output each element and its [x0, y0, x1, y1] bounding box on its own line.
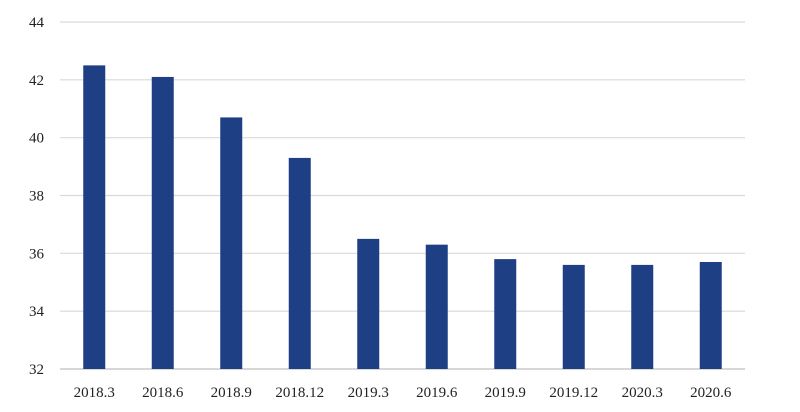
x-tick-label: 2019.12 — [549, 385, 598, 401]
bar — [83, 65, 106, 369]
grid-layer — [60, 21, 745, 370]
x-tick-label: 2020.3 — [622, 385, 663, 401]
x-tick-label: 2018.3 — [74, 385, 115, 401]
x-tick-label: 2018.12 — [275, 385, 324, 401]
y-tick-label: 38 — [29, 189, 44, 205]
bar — [357, 238, 380, 369]
x-tick-label: 2018.6 — [142, 385, 184, 401]
y-tick-label: 34 — [29, 304, 45, 320]
x-tick-label: 2019.3 — [348, 385, 389, 401]
x-tick-label: 2020.6 — [690, 385, 732, 401]
bar — [220, 117, 243, 369]
y-tick-label: 42 — [29, 73, 44, 89]
x-tick-label: 2018.9 — [211, 385, 252, 401]
y-tick-label: 36 — [29, 246, 45, 262]
bar — [288, 157, 311, 369]
x-axis-ticks: 2018.3 2018.6 2018.9 2018.12 2019.3 2019.6 201… — [74, 385, 732, 401]
bar — [151, 76, 174, 370]
y-tick-label: 32 — [29, 362, 44, 378]
y-tick-label: 44 — [29, 15, 45, 31]
bar-layer — [83, 65, 722, 370]
bar — [494, 259, 517, 369]
bar — [562, 264, 585, 369]
bar — [699, 262, 722, 369]
x-tick-label: 2019.6 — [416, 385, 458, 401]
x-tick-label: 2019.9 — [485, 385, 526, 401]
y-tick-label: 40 — [29, 131, 44, 147]
bar — [631, 264, 654, 369]
bar — [425, 244, 448, 369]
y-axis-ticks: 32 34 36 38 40 42 44 — [29, 15, 45, 378]
